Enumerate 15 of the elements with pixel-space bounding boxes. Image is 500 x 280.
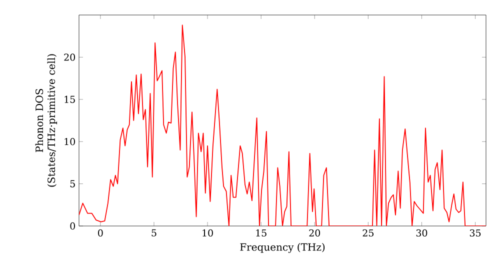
x-tick-label: 5 xyxy=(152,229,156,236)
x-tick-label: 10 xyxy=(202,229,213,237)
x-tick-label: 35 xyxy=(470,229,481,237)
y-tick-label: 5 xyxy=(70,180,75,188)
y-tick-label: 15 xyxy=(64,96,75,103)
x-tick-label: 0 xyxy=(98,229,103,237)
y-tick-label: 0 xyxy=(70,222,76,230)
x-axis-title: Frequency (THz) xyxy=(240,243,325,253)
y-axis-title: Phonon DOS (States/THz·primitive cell) xyxy=(35,54,58,187)
x-tick-label: 15 xyxy=(256,229,266,237)
y-tick-label: 10 xyxy=(64,138,76,146)
x-tick-label: 20 xyxy=(309,229,320,237)
x-tick-label: 30 xyxy=(416,229,428,237)
y-tick-label: 20 xyxy=(64,54,76,61)
x-tick-label: 25 xyxy=(362,229,374,237)
